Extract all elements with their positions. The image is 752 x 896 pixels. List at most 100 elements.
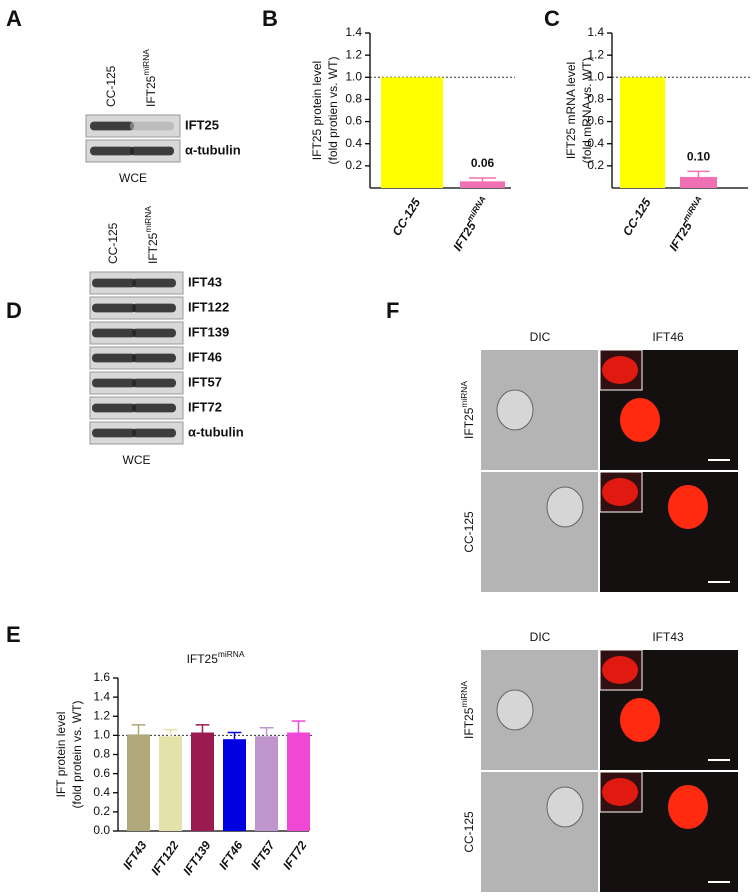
y-tick-label: 0.4 (345, 136, 362, 150)
cell (546, 786, 584, 828)
chart-title: IFT25miRNA (187, 649, 245, 666)
blot-band (132, 403, 176, 413)
blot-band (92, 428, 136, 438)
y-tick-label: 0.6 (345, 114, 362, 128)
blot-band (130, 121, 174, 131)
cell-signal (620, 698, 660, 742)
blot-band (92, 403, 136, 413)
column-header: DIC (530, 630, 551, 644)
y-tick-label: 1.4 (93, 689, 110, 703)
blot-band (92, 303, 136, 313)
band-label: IFT43 (188, 274, 222, 289)
bar (381, 77, 443, 188)
blot-band (90, 146, 134, 156)
x-tick-label: IFT72 (280, 838, 310, 872)
y-tick-label: 0.0 (93, 823, 110, 837)
y-tick-label: 0.2 (93, 804, 110, 818)
panel-label: F (386, 298, 399, 323)
x-tick-label: IFT43 (120, 838, 150, 872)
x-tick-label: IFT139 (180, 838, 213, 877)
blot-band (132, 428, 176, 438)
band-label: IFT72 (188, 399, 222, 414)
blot-footer: WCE (123, 453, 151, 467)
row-label: IFT25miRNA (459, 381, 476, 439)
blot-band (132, 303, 176, 313)
band-label: IFT122 (188, 299, 229, 314)
blot-band (92, 278, 136, 288)
panel-label: C (544, 6, 560, 31)
y-axis-label: (fold protein vs. WT) (70, 700, 84, 808)
column-header: DIC (530, 330, 551, 344)
inset-signal (602, 778, 638, 806)
row-label: IFT25miRNA (459, 681, 476, 739)
lane-label: CC-125 (106, 222, 120, 264)
blot-band (92, 353, 136, 363)
y-tick-label: 1.0 (587, 69, 604, 83)
x-tick-label: IFT25miRNA (448, 194, 494, 253)
bar (127, 734, 150, 831)
y-tick-label: 0.8 (587, 92, 604, 106)
y-tick-label: 0.8 (93, 747, 110, 761)
y-axis-label: IFT25 mRNA level (564, 62, 578, 159)
band-label: α-tubulin (185, 142, 241, 157)
panel-label: E (6, 622, 21, 647)
y-tick-label: 0.6 (93, 766, 110, 780)
blot-footer: WCE (119, 171, 147, 185)
y-tick-label: 0.6 (587, 114, 604, 128)
y-tick-label: 0.2 (587, 158, 604, 172)
bar (680, 176, 717, 188)
inset-signal (602, 478, 638, 506)
cell-signal (668, 785, 708, 829)
blot-band (132, 328, 176, 338)
value-label: 0.10 (687, 150, 711, 164)
bar (620, 77, 665, 188)
panel-label: B (262, 6, 278, 31)
y-tick-label: 1.2 (93, 708, 110, 722)
y-tick-label: 1.4 (587, 25, 604, 39)
y-tick-label: 1.0 (345, 69, 362, 83)
x-tick-label: CC-125 (620, 196, 654, 239)
x-tick-label: IFT46 (216, 838, 246, 872)
x-tick-label: IFT25miRNA (664, 194, 710, 253)
y-tick-label: 1.0 (93, 728, 110, 742)
band-label: IFT57 (188, 374, 222, 389)
band-label: IFT25 (185, 117, 219, 132)
blot-band (132, 353, 176, 363)
inset-signal (602, 656, 638, 684)
y-tick-label: 1.2 (587, 47, 604, 61)
lane-label: IFT25miRNA (143, 206, 160, 264)
blot-band (132, 278, 176, 288)
y-tick-label: 1.2 (345, 47, 362, 61)
band-label: IFT139 (188, 324, 229, 339)
x-tick-label: IFT122 (148, 838, 181, 877)
y-tick-label: 0.8 (345, 92, 362, 106)
y-tick-label: 0.4 (93, 785, 110, 799)
bar (255, 736, 278, 831)
y-axis-label: (fold protien vs. WT) (326, 56, 340, 164)
y-tick-label: 0.2 (345, 158, 362, 172)
y-axis-label: IFT25 protein level (310, 61, 324, 160)
panel-label: D (6, 298, 22, 323)
blot-band (130, 146, 174, 156)
cell (546, 486, 584, 528)
cell (496, 389, 534, 431)
cell-signal (620, 398, 660, 442)
y-axis-label: IFT protein level (54, 712, 68, 798)
band-label: IFT46 (188, 349, 222, 364)
blot-band (90, 121, 134, 131)
lane-label: CC-125 (104, 65, 118, 107)
dic-image (481, 772, 598, 892)
band-label: α-tubulin (188, 424, 244, 439)
lane-label: IFT25miRNA (141, 49, 158, 107)
y-tick-label: 0.4 (587, 136, 604, 150)
x-tick-label: CC-125 (389, 196, 423, 239)
blot-band (92, 378, 136, 388)
cell (496, 689, 534, 731)
y-axis-label: (fold mRNA vs. WT) (580, 57, 594, 163)
bar (191, 732, 214, 831)
row-label: CC-125 (462, 511, 476, 553)
value-label: 0.06 (471, 156, 495, 170)
column-header: IFT43 (652, 630, 684, 644)
panel-label: A (6, 6, 22, 31)
bar (287, 732, 310, 831)
